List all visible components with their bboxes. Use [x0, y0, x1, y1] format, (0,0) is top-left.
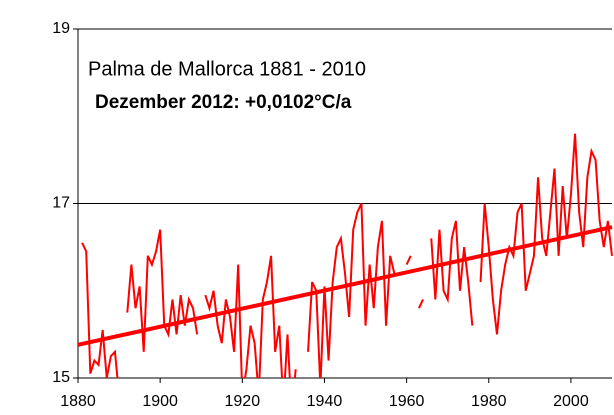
y-tick-label: 19	[52, 20, 70, 37]
x-tick-label: 2000	[553, 393, 589, 410]
x-tick-label: 1920	[225, 393, 261, 410]
annotation: Palma de Mallorca 1881 - 2010	[88, 58, 366, 80]
data-line	[81, 133, 613, 378]
x-tick-label: 1960	[389, 393, 425, 410]
y-tick-label: 15	[52, 369, 70, 386]
trend-line	[78, 225, 613, 347]
x-tick-label: 1940	[307, 393, 343, 410]
x-tick-label: 1980	[471, 393, 507, 410]
x-tick-label: 1900	[142, 393, 178, 410]
y-tick-label: 17	[52, 195, 70, 212]
x-tick-label: 1880	[60, 393, 96, 410]
annotation: Dezember 2012: +0,0102°C/a	[95, 92, 352, 113]
